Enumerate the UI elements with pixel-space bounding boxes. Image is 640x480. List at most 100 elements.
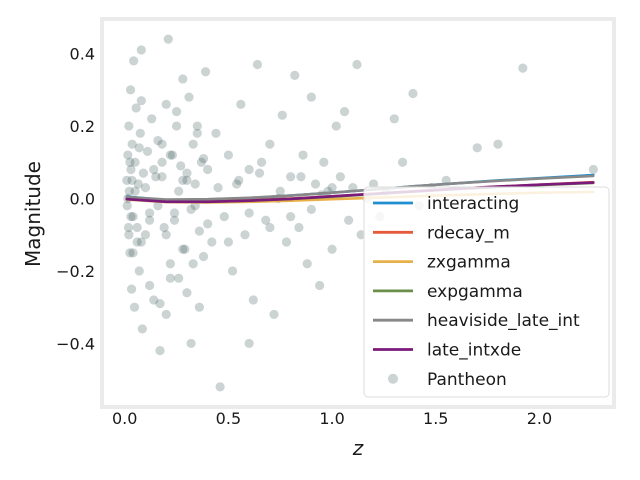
x-tick-label: 2.0 <box>527 409 552 428</box>
scatter-point <box>331 121 341 131</box>
scatter-point <box>124 186 134 196</box>
scatter-point <box>161 99 171 109</box>
scatter-point <box>182 168 192 178</box>
scatter-point <box>126 284 137 294</box>
scatter-point <box>207 237 217 247</box>
scatter-point <box>161 230 171 240</box>
scatter-point <box>188 259 198 269</box>
scatter-point <box>134 143 144 153</box>
scatter-point <box>136 96 146 106</box>
scatter-point <box>306 204 316 214</box>
x-tick-label: 1.5 <box>423 409 448 428</box>
scatter-point <box>134 266 144 276</box>
scatter-point <box>310 179 321 189</box>
x-tick-label: 1.0 <box>319 409 344 428</box>
scatter-point <box>132 237 142 247</box>
scatter-point <box>298 150 308 160</box>
scatter-point <box>397 157 408 167</box>
scatter-point <box>169 208 180 218</box>
y-tick-label: −0.4 <box>56 334 95 353</box>
y-axis-label: Magnitude <box>21 161 45 267</box>
scatter-point <box>302 259 312 269</box>
scatter-point <box>122 175 132 185</box>
scatter-point <box>174 186 184 196</box>
scatter-point <box>149 164 159 175</box>
scatter-point <box>192 121 202 131</box>
scatter-point <box>159 222 169 233</box>
scatter-point <box>127 139 137 149</box>
scatter-point <box>130 157 140 167</box>
scatter-point <box>128 248 138 258</box>
scatter-point <box>145 208 155 218</box>
scatter-point <box>518 63 528 73</box>
scatter-point <box>256 157 267 167</box>
scatter-point <box>174 273 184 283</box>
scatter-point <box>142 146 153 157</box>
legend-label: expgamma <box>427 282 523 302</box>
scatter-point <box>219 212 229 222</box>
scatter-point <box>315 280 325 291</box>
scatter-point <box>234 175 244 185</box>
scatter-point <box>153 135 163 146</box>
scatter-point <box>389 114 399 124</box>
scatter-point <box>145 215 155 225</box>
scatter-point <box>171 121 182 131</box>
legend-label: heaviside_late_int <box>427 311 580 331</box>
scatter-point <box>125 248 135 258</box>
scatter-point <box>178 74 188 84</box>
legend-label: late_intxde <box>427 341 521 361</box>
scatter-point <box>157 157 167 167</box>
scatter-point <box>277 110 287 120</box>
scatter-point <box>126 212 136 222</box>
scatter-point <box>344 215 354 225</box>
scatter-point <box>188 139 198 149</box>
x-tick-labels: 0.0 0.5 1.0 1.5 2.0 <box>112 409 552 428</box>
scatter-point <box>136 237 146 247</box>
scatter-point <box>213 183 223 193</box>
scatter-point <box>132 222 142 233</box>
scatter-point <box>368 179 379 189</box>
legend-box <box>363 186 610 398</box>
scatter-point <box>180 244 190 254</box>
scatter-point <box>196 157 207 167</box>
scatter-point <box>203 164 213 175</box>
scatter-point <box>408 88 418 99</box>
scatter-point <box>129 302 140 312</box>
legend-label: rdecay_m <box>427 223 510 243</box>
scatter-point <box>127 175 137 185</box>
scatter-point <box>244 208 254 218</box>
scatter-point <box>171 106 182 117</box>
scatter-point <box>149 295 159 305</box>
scatter-point <box>281 237 292 247</box>
scatter-point <box>294 222 304 233</box>
scatter-point <box>186 338 196 349</box>
scatter-point <box>176 161 186 171</box>
scatter-point <box>140 230 151 240</box>
y-tick-labels: −0.4 −0.2 0.0 0.2 0.4 <box>56 45 95 354</box>
scatter-point <box>123 222 134 233</box>
scatter-point <box>254 168 265 178</box>
scatter-point <box>194 302 204 312</box>
y-tick-label: 0.0 <box>70 190 95 209</box>
scatter-point <box>588 164 598 175</box>
scatter-point <box>130 186 140 196</box>
y-tick-label: −0.2 <box>56 262 95 281</box>
scatter-point <box>165 273 175 283</box>
scatter-point <box>286 212 296 222</box>
scatter-point <box>223 150 234 160</box>
scatter-point <box>157 172 167 182</box>
scatter-point <box>472 143 482 153</box>
scatter-point <box>161 309 171 320</box>
scatter-point <box>252 59 263 70</box>
scatter-point <box>265 222 275 233</box>
scatter-point <box>137 324 147 334</box>
scatter-point <box>136 45 146 55</box>
scatter-point <box>145 280 155 291</box>
scatter-point <box>155 346 165 356</box>
scatter-point <box>138 168 148 178</box>
series-line-late-intxde <box>125 181 595 204</box>
scatter-point <box>178 244 188 254</box>
scatter-point <box>163 34 173 44</box>
scatter-point <box>296 172 306 182</box>
